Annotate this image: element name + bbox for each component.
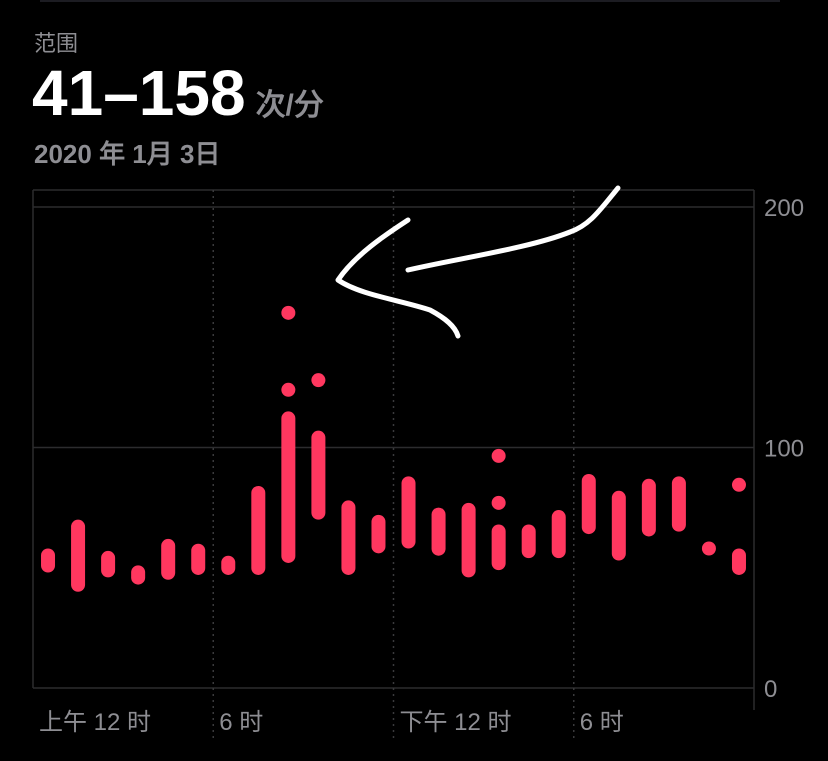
range-bar <box>341 500 356 575</box>
chart-bars <box>41 305 746 592</box>
range-bar <box>491 495 506 510</box>
range-bar <box>131 565 146 585</box>
range-bar <box>311 430 326 520</box>
x-tick-label: 6 时 <box>580 709 624 736</box>
range-value: 41–158 <box>32 57 246 129</box>
y-tick-label: 100 <box>764 436 804 463</box>
range-bar <box>641 478 656 537</box>
range-bar <box>281 411 296 563</box>
range-bar <box>71 519 86 592</box>
range-bar <box>731 477 746 492</box>
range-bar <box>101 550 116 578</box>
range-bar <box>551 510 566 559</box>
range-label: 范围 <box>34 31 79 56</box>
range-bar <box>491 448 506 463</box>
range-bar <box>611 490 626 561</box>
range-bar <box>731 548 746 575</box>
range-bar <box>281 305 296 320</box>
range-value-row: 41–158 次/分 <box>32 58 324 128</box>
x-axis-labels: 上午 12 时 6 时 下午 12 时 6 时 <box>39 709 624 736</box>
range-bar <box>191 543 206 575</box>
arrow-head <box>335 217 461 339</box>
chart-grid <box>32 189 755 740</box>
y-tick-label: 200 <box>764 195 804 222</box>
range-bar <box>671 476 686 532</box>
range-bar <box>311 373 326 388</box>
range-bar <box>701 541 716 556</box>
x-tick-label: 6 时 <box>219 709 263 736</box>
x-tick-label: 下午 12 时 <box>400 709 512 736</box>
x-tick-label: 上午 12 时 <box>39 709 151 736</box>
hand-drawn-arrow-annotation <box>335 185 621 339</box>
range-bar <box>161 538 176 580</box>
unit-label: 次/分 <box>255 89 324 122</box>
y-axis-labels: 0 100 200 <box>764 195 804 703</box>
range-bar <box>461 502 476 578</box>
y-tick-label: 0 <box>764 676 777 703</box>
range-bar <box>431 507 446 556</box>
range-bar <box>581 473 596 535</box>
range-bar <box>281 382 296 397</box>
date-label: 2020 年 1月 3日 <box>34 139 221 169</box>
top-divider <box>40 0 780 2</box>
range-bar <box>491 524 506 571</box>
range-bar <box>221 555 236 575</box>
range-bar <box>401 476 416 549</box>
range-bar <box>251 485 266 575</box>
range-bar <box>521 524 536 559</box>
arrow-shaft <box>405 185 621 273</box>
range-bar <box>41 548 56 573</box>
range-bar <box>371 514 386 554</box>
